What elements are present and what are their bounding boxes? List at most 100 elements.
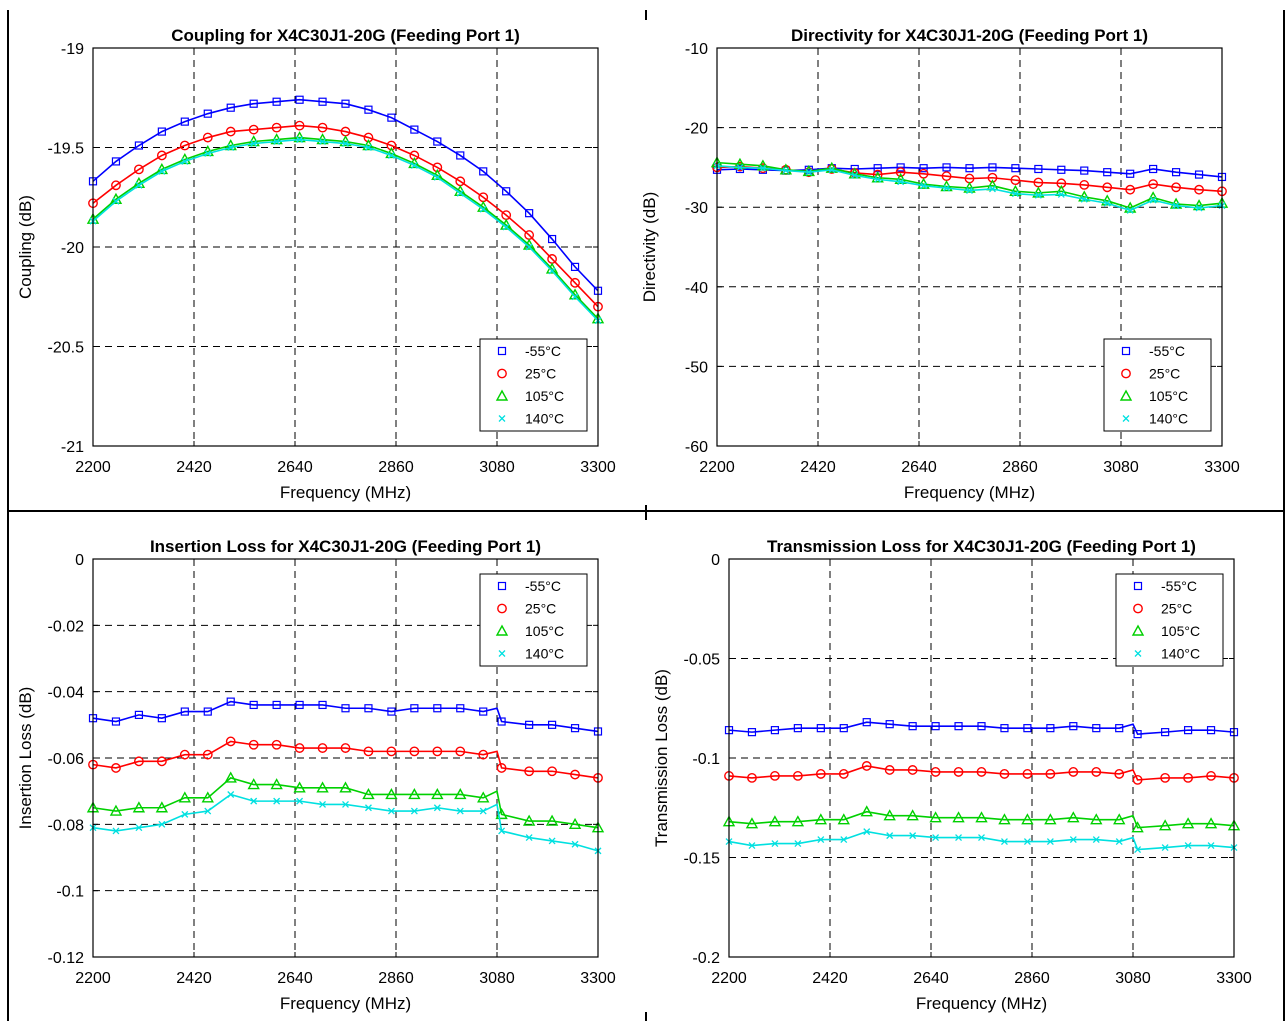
data-point <box>906 809 919 821</box>
data-point <box>838 769 849 779</box>
data-point <box>861 761 872 771</box>
data-point <box>341 99 350 108</box>
data-point <box>111 717 121 726</box>
series-1 <box>724 718 1239 739</box>
data-point <box>814 813 828 825</box>
data-point <box>272 97 281 106</box>
data-point <box>1010 175 1021 186</box>
data-point <box>748 842 756 850</box>
data-point <box>227 144 235 151</box>
data-point <box>433 804 441 812</box>
data-point <box>952 811 965 823</box>
data-point <box>479 167 488 176</box>
data-point <box>942 163 951 172</box>
data-point <box>204 807 212 815</box>
data-point <box>1067 811 1080 823</box>
data-point <box>456 189 464 197</box>
data-point <box>817 836 825 844</box>
x-tick-label: 3300 <box>1216 970 1252 987</box>
data-point <box>1132 774 1143 785</box>
data-point <box>1207 842 1215 850</box>
data-point <box>1011 164 1020 173</box>
data-point <box>1000 838 1008 846</box>
legend: -55°C 25°C 105°C 140°C <box>1115 573 1224 667</box>
series-4 <box>725 828 1238 853</box>
legend-box <box>1115 573 1224 667</box>
y-tick-label: -0.15 <box>684 851 721 868</box>
legend-marker <box>497 346 507 356</box>
data-point <box>1149 196 1157 204</box>
data-point <box>792 771 803 781</box>
x-axis-label: Frequency (MHz) <box>280 483 411 502</box>
data-point <box>828 166 836 174</box>
data-point <box>1091 767 1102 777</box>
data-point <box>247 778 260 790</box>
data-point <box>1181 817 1195 829</box>
data-point <box>1092 836 1100 844</box>
data-point <box>1103 199 1111 207</box>
data-point <box>1046 724 1055 733</box>
legend-marker <box>497 581 507 591</box>
data-point <box>547 766 557 777</box>
data-point <box>294 120 305 131</box>
data-point <box>410 704 419 713</box>
y-tick-label: -19 <box>61 41 84 58</box>
y-tick-label: -0.05 <box>684 652 721 669</box>
data-point <box>295 95 304 104</box>
y-tick-label: -0.04 <box>48 685 85 702</box>
data-point <box>156 150 167 161</box>
data-point <box>410 161 418 169</box>
data-point <box>1000 724 1009 733</box>
data-point <box>479 707 488 716</box>
x-tick-label: 2860 <box>1002 459 1038 476</box>
data-point <box>1034 164 1043 174</box>
data-point <box>570 724 580 733</box>
data-point <box>909 832 917 840</box>
data-point <box>791 815 805 827</box>
data-point <box>340 743 351 753</box>
data-point <box>1034 191 1042 199</box>
x-axis-label: Frequency (MHz) <box>280 994 411 1013</box>
data-point <box>293 781 306 793</box>
data-point <box>456 151 465 160</box>
x-tick-label: 2640 <box>277 970 313 987</box>
data-point <box>179 140 190 151</box>
data-point <box>364 804 372 812</box>
data-point <box>248 739 259 750</box>
legend-entry: 25°C <box>1161 601 1192 617</box>
legend: -55°C 25°C 105°C 140°C <box>479 573 588 667</box>
legend-entry: 140°C <box>1149 411 1188 427</box>
data-point <box>525 834 533 842</box>
data-point <box>456 704 465 713</box>
data-point <box>1069 836 1077 844</box>
data-point <box>1057 191 1065 198</box>
data-point <box>570 262 580 271</box>
data-point <box>1102 182 1113 193</box>
legend-entry: 105°C <box>1149 388 1188 404</box>
data-point <box>181 157 189 165</box>
x-tick-label: 2420 <box>812 970 848 987</box>
data-point <box>273 797 281 805</box>
data-point <box>248 124 259 135</box>
data-point <box>886 832 894 840</box>
x-tick-label: 3080 <box>479 970 515 987</box>
data-point <box>454 788 467 800</box>
data-point <box>782 167 790 175</box>
y-tick-label: -20.5 <box>48 340 85 357</box>
data-point <box>157 127 166 136</box>
data-point <box>965 164 974 173</box>
data-point <box>768 815 782 827</box>
x-tick-label: 2860 <box>378 459 414 476</box>
legend-entry: -55°C <box>525 578 561 594</box>
y-tick-label: -21 <box>61 439 84 456</box>
data-point <box>794 840 802 848</box>
data-point <box>364 144 372 151</box>
legend-entry: 105°C <box>525 623 564 639</box>
data-point <box>907 765 918 775</box>
data-point <box>341 704 350 713</box>
data-point <box>317 122 328 133</box>
data-point <box>1195 204 1203 212</box>
data-point <box>840 836 848 844</box>
y-tick-label: 0 <box>75 552 84 569</box>
data-point <box>883 809 896 821</box>
